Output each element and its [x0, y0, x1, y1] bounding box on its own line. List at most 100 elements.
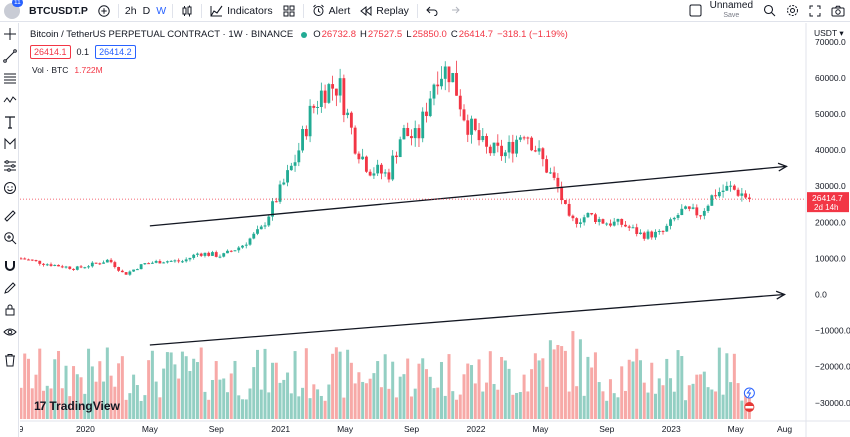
candle-body [75, 266, 79, 270]
remove-drawings-tool[interactable] [0, 349, 19, 371]
symbol-search-button[interactable]: BTCUSDT.P [29, 4, 88, 17]
volume-bar [267, 392, 271, 419]
candle-body [672, 217, 676, 220]
candle-body [304, 128, 308, 137]
ruler-tool[interactable] [0, 205, 19, 227]
volume-bar [687, 385, 691, 419]
candle-body [612, 221, 616, 226]
volume-bar [710, 389, 714, 419]
buy-button[interactable]: 26414.2 [95, 45, 136, 59]
trend-line-tool[interactable] [0, 45, 19, 67]
open-value: 26732.8 [321, 29, 356, 40]
candle-body [237, 247, 241, 251]
volume-bar [319, 395, 323, 419]
x-tick-label: Sep [404, 424, 419, 434]
candle-body [271, 201, 274, 217]
icons-tool[interactable] [0, 177, 19, 199]
fib-tool[interactable] [0, 67, 19, 89]
candle-body [278, 184, 282, 202]
volume-bar [192, 358, 196, 419]
candle-body [207, 252, 211, 256]
zoom-tool[interactable] [0, 227, 19, 249]
candle-body [402, 127, 406, 140]
volume-bar [669, 378, 673, 419]
search-icon [763, 4, 776, 17]
crosshair-tool[interactable] [0, 23, 19, 45]
lock-drawings-tool[interactable] [0, 299, 19, 321]
candle-body [150, 262, 154, 264]
interval-2h[interactable]: 2h [124, 4, 137, 17]
save-layout-button[interactable]: Unnamed Save [684, 0, 758, 22]
candle-body [395, 155, 398, 158]
volume-bar [436, 387, 440, 419]
candle-body [327, 84, 331, 103]
currency-selector[interactable]: USDT ▾ [814, 28, 844, 38]
add-symbol-button[interactable] [93, 0, 115, 22]
volume-value: 1.722M [74, 65, 103, 75]
candle-body [364, 156, 368, 172]
candle-body [744, 193, 748, 198]
price-chart[interactable]: 70000.0 60000.0 50000.0 40000.0 30000.0 20000… [20, 23, 850, 437]
volume-bar [571, 331, 575, 419]
patterns-tool[interactable] [0, 89, 19, 111]
volume-bar [387, 388, 391, 419]
candle-body [729, 185, 733, 187]
redo-button[interactable] [443, 0, 465, 22]
volume-bar [180, 351, 184, 419]
volume-bar [353, 383, 357, 419]
interval-w[interactable]: W [156, 4, 167, 17]
candle-body [601, 219, 605, 224]
y-tick-label: −20000.0 [815, 362, 850, 372]
indicators-button[interactable]: Indicators [205, 0, 278, 22]
layout-grid-button[interactable] [278, 0, 300, 22]
candle-body [717, 191, 721, 197]
candle-body [503, 152, 507, 157]
search-button[interactable] [758, 0, 781, 22]
fullscreen-button[interactable] [804, 0, 826, 22]
volume-bar [30, 388, 34, 419]
currency-label: USDT [814, 28, 837, 38]
volume-bar [177, 378, 181, 419]
volume-bar [289, 393, 293, 419]
volume-bar [481, 391, 485, 419]
undo-button[interactable] [421, 0, 443, 22]
upper-trend-arrow [149, 165, 787, 227]
replay-button[interactable]: Replay [355, 0, 414, 22]
toolbar-divider [416, 3, 418, 18]
magnet-tool[interactable] [0, 255, 19, 277]
volume-bar [271, 362, 275, 419]
volume-bar [695, 374, 699, 419]
volume-bar [398, 376, 402, 419]
volume-bar [451, 391, 455, 419]
text-tool[interactable] [0, 111, 19, 133]
candle-body [188, 257, 192, 260]
y-tick-label: 20000.0 [815, 217, 846, 227]
replay-label: Replay [376, 4, 409, 17]
y-tick-label: −10000.0 [815, 326, 850, 336]
chart-type-button[interactable] [176, 0, 198, 22]
volume-bar [612, 393, 616, 419]
candle-body [38, 260, 42, 264]
volume-bar [736, 383, 740, 419]
snapshot-button[interactable] [826, 0, 850, 22]
volume-bar [631, 361, 635, 419]
hide-drawings-tool[interactable] [0, 321, 19, 343]
sell-button[interactable]: 26414.1 [30, 45, 71, 59]
volume-bar [327, 384, 331, 419]
layout-square-icon [689, 4, 702, 17]
candle-body [259, 226, 263, 230]
low-value: 25850.0 [412, 29, 447, 40]
alert-button[interactable]: Alert [307, 0, 356, 22]
volume-bar [233, 360, 237, 419]
candle-body [286, 170, 289, 183]
candle-body [346, 112, 350, 116]
settings-button[interactable] [781, 0, 804, 22]
tradingview-logo[interactable]: 17 TradingView [34, 399, 120, 413]
user-avatar[interactable]: 11 [4, 0, 23, 19]
volume-bar [20, 387, 23, 419]
stay-drawing-tool[interactable] [0, 277, 19, 299]
position-tool[interactable] [0, 155, 19, 177]
interval-d[interactable]: D [142, 4, 151, 17]
volume-bar [717, 347, 721, 419]
prediction-tool[interactable] [0, 133, 19, 155]
